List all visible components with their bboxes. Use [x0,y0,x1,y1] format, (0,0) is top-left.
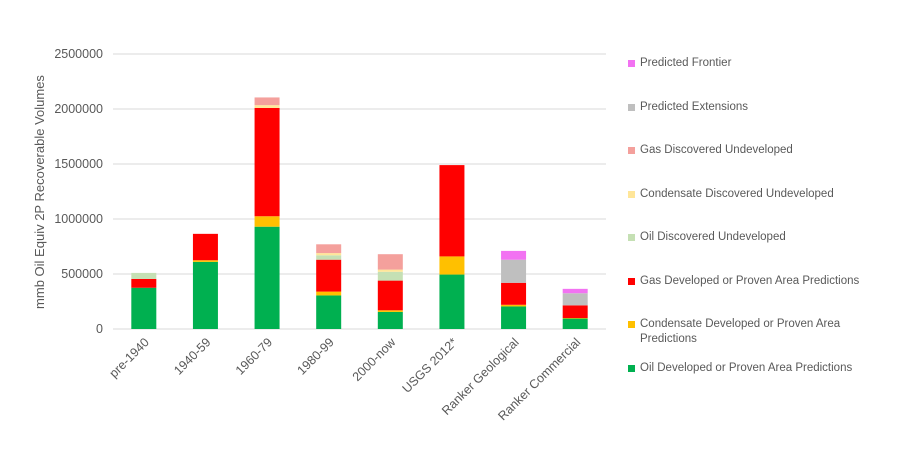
x-tick-label: 1980-99 [294,335,336,377]
y-tick-label: 1500000 [54,157,103,171]
legend-item: Predicted Extensions [628,100,888,115]
bar-segment [131,287,157,329]
legend-item: Predicted Frontier [628,56,888,71]
legend-label: Gas Discovered Undeveloped [640,144,793,156]
bar-segment [562,318,588,319]
bar-segment [377,311,403,329]
bar-segment [439,165,465,257]
x-tick-label: 1940-59 [171,335,213,377]
bar-segment [316,259,342,292]
legend-swatch [628,364,635,372]
bar-segment [316,295,342,329]
bar-segment [377,269,403,272]
bar-segment [316,255,342,260]
bar-segment [254,216,280,227]
bar-segment [501,250,527,260]
legend-item: Oil Developed or Proven Area Predictions [628,361,888,376]
legend-swatch [628,321,635,328]
y-tick-label: 0 [96,322,103,336]
bar-segment [501,306,527,329]
bar-segment [377,271,403,281]
bar-segment [316,291,342,296]
legend-swatch [628,234,635,241]
y-tick-label: 2500000 [54,47,103,61]
bar-segment [439,274,465,329]
bar-segment [377,280,403,311]
bar-segment [562,305,588,318]
legend-item: Gas Discovered Undeveloped [628,143,888,158]
legend-swatch [628,60,635,67]
x-tick-label: USGS 2012* [400,335,461,396]
y-tick-labels: 0 500000 1000000 1500000 2000000 2500000 [54,47,103,336]
bar-segment [316,244,342,254]
legend-swatch [628,103,635,111]
bar-segment [131,278,157,288]
legend-label: Oil Discovered Undeveloped [640,231,786,243]
y-tick-label: 1000000 [54,212,103,226]
legend-label: Condensate Discovered Undeveloped [640,187,834,200]
x-tick-label: 1960-79 [233,335,275,377]
bar-segment [192,260,218,262]
legend-label: Gas Developed or Proven Area Predictions [640,274,860,287]
bar-segment [501,259,527,283]
bar-segment [254,105,280,108]
y-tick-label: 500000 [61,267,103,281]
legend-item: Gas Developed or Proven Area Predictions [628,274,888,289]
bar-segment [562,288,588,294]
bar-segment [377,254,403,270]
legend-label: Condensate Developed or Proven Area Pred… [640,318,841,345]
x-tick-labels: pre-1940 1940-59 1960-79 1980-99 2000-now USG… [107,335,584,424]
bar-segment [562,318,588,329]
legend-label: Predicted Frontier [640,57,732,69]
bar-segment [377,310,403,312]
bar-segment [501,304,527,307]
legend-item: Condensate Discovered Undeveloped [628,187,888,202]
x-tick-label: 2000-now [350,335,399,384]
bar-segment [501,282,527,305]
legend-label: Oil Developed or Proven Area Predictions [640,361,853,374]
bar-segment [316,253,342,256]
bar-segment [254,97,280,106]
y-tick-label: 2000000 [54,102,103,116]
bar-segment [192,233,218,261]
x-tick-label: pre-1940 [107,335,152,380]
legend-item: Condensate Developed or Proven Area Pred… [628,317,888,347]
bars [131,97,588,329]
legend-swatch [628,277,635,285]
bar-segment [562,293,588,306]
legend-item: Oil Discovered Undeveloped [628,230,888,245]
bar-segment [131,272,157,279]
y-axis-title: mmb Oil Equiv 2P Recoverable Volumes [32,75,47,309]
gridlines [113,53,606,330]
bar-segment [254,226,280,329]
legend-swatch [628,190,635,198]
bar-segment [439,256,465,275]
legend-label: Predicted Extensions [640,100,749,113]
legend-swatch [628,147,635,154]
bar-segment [192,261,218,329]
bar-segment [254,107,280,217]
